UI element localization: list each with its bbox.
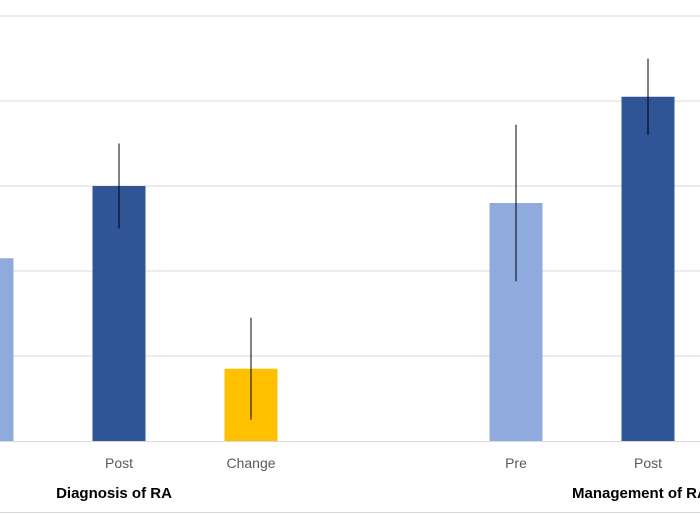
category-labels-layer: PrePostChangePrePost — [105, 455, 662, 471]
category-label-post: Post — [105, 455, 133, 471]
group-label-diagnosis: Diagnosis of RA — [56, 485, 172, 502]
bar-post — [621, 96, 675, 441]
bars-layer — [0, 96, 675, 441]
error-bars-layer — [118, 58, 649, 420]
category-label-post: Post — [634, 455, 662, 471]
category-label-pre: Pre — [505, 455, 527, 471]
group-label-management: Management of RA — [572, 485, 700, 502]
bar-pre — [0, 258, 14, 441]
category-label-change: Change — [226, 455, 275, 471]
